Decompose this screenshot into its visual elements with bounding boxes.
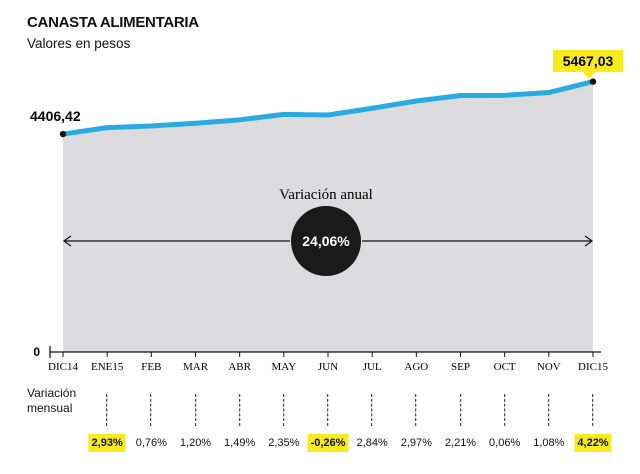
x-tick-label: MAY: [271, 361, 296, 373]
monthly-variation-value: 2,93%: [88, 434, 126, 452]
x-tick-label: NOV: [537, 361, 561, 373]
x-tick-label: AGO: [404, 361, 428, 373]
monthly-dash-line: [548, 394, 550, 426]
monthly-dash-line: [106, 394, 108, 426]
chart-subtitle: Valores en pesos: [27, 36, 131, 51]
chart-title: CANASTA ALIMENTARIA: [27, 14, 199, 31]
x-tick-label: JUN: [318, 361, 338, 373]
monthly-variation-value: 1,20%: [179, 437, 212, 449]
x-tick-label: ENE15: [91, 361, 124, 373]
end-value-box: [553, 50, 623, 79]
monthly-variation-value: 2,21%: [444, 437, 477, 449]
monthly-dash-line: [592, 394, 594, 426]
monthly-dash-line: [503, 394, 505, 426]
monthly-dash-line: [371, 394, 373, 426]
monthly-dash-line: [150, 394, 152, 426]
series-line: [60, 79, 596, 137]
monthly-variation-value: 4,22%: [574, 434, 612, 452]
start-value-label: 4406,42: [30, 108, 81, 124]
monthly-dash-line: [415, 394, 417, 426]
monthly-variation-value: 0,06%: [489, 437, 521, 449]
x-tick-label: FEB: [141, 361, 161, 373]
y-tick-label: 0: [33, 345, 40, 359]
x-tick-label: SEP: [451, 361, 470, 373]
end-point: [589, 78, 597, 85]
x-tick-label: DIC15: [578, 361, 608, 373]
monthly-dash-line: [283, 394, 285, 426]
arrow-left-head: [62, 235, 72, 247]
monthly-variation-value: 2,35%: [268, 437, 300, 449]
monthly-variation-value: 2,84%: [356, 437, 388, 449]
monthly-dash-line: [238, 394, 240, 426]
end-value-label: 5467,03: [563, 53, 614, 69]
monthly-variation-value: 2,97%: [400, 437, 432, 449]
x-tick-label: MAR: [183, 361, 209, 373]
monthly-variation-value: -0,26%: [307, 434, 349, 452]
monthly-dash-line: [327, 394, 329, 426]
x-tick-label: JUL: [363, 361, 382, 373]
monthly-dash-line: [194, 394, 196, 426]
arrow-right-head: [584, 235, 594, 247]
monthly-dash-line: [459, 394, 461, 426]
monthly-variation-value: 1,49%: [224, 437, 256, 449]
start-point: [59, 130, 67, 138]
annual-variation-label: Variación anual: [279, 187, 373, 203]
monthly-variation-value: 0,76%: [135, 437, 167, 449]
monthly-variation-value: 1,08%: [533, 437, 565, 449]
x-tick-label: OCT: [494, 361, 516, 373]
annual-variation-value: 24,06%: [302, 233, 350, 249]
x-tick-label: DIC14: [48, 361, 78, 373]
annual-variation-circle: [291, 206, 361, 276]
x-tick-label: ABR: [228, 361, 251, 373]
monthly-variation-label: Variación mensual: [27, 386, 77, 415]
